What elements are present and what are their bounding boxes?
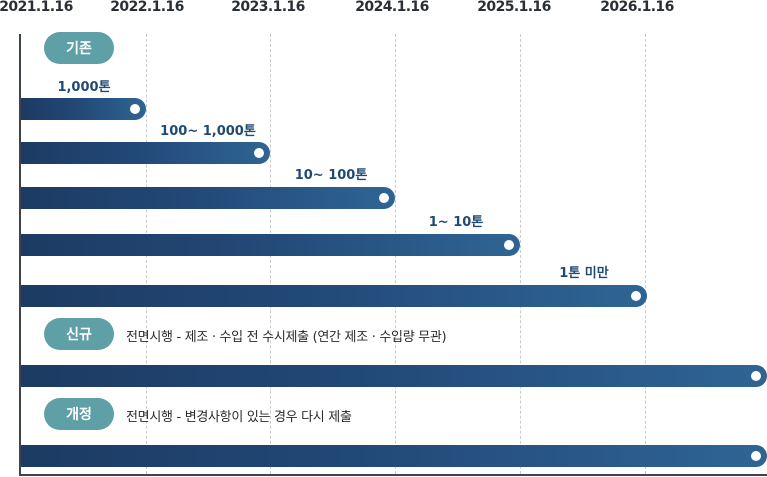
bar-revision <box>21 445 767 467</box>
date-label-2026: 2026.1.16 <box>600 0 674 15</box>
bar-new-rule <box>21 365 767 387</box>
bar-end-dot <box>130 104 140 114</box>
date-label-2022: 2022.1.16 <box>110 0 184 15</box>
bar-1-10t <box>21 234 520 256</box>
bar-label-under-1t: 1톤 미만 <box>559 266 609 281</box>
revision-description: 전면시행 - 변경사항이 있는 경우 다시 제출 <box>126 410 352 425</box>
revision-badge: 개정 <box>44 398 114 430</box>
bar-end-dot <box>254 148 264 158</box>
date-label-2021: 2021.1.16 <box>0 0 73 15</box>
date-label-2024: 2024.1.16 <box>355 0 429 15</box>
bar-label-1-10t: 1~ 10톤 <box>428 215 484 230</box>
bar-label-100-1000t: 100~ 1,000톤 <box>160 124 256 139</box>
bar-end-dot <box>504 240 514 250</box>
bar-end-dot <box>379 193 389 203</box>
new-rule-description: 전면시행 - 제조 · 수입 전 수시제출 (연간 제조 · 수입량 무관) <box>126 330 447 345</box>
bar-100-1000t <box>21 142 270 164</box>
baseline-axis <box>19 474 767 476</box>
bar-under-1t <box>21 285 647 307</box>
bar-label-1000t: 1,000톤 <box>57 80 111 95</box>
vertical-axis <box>19 34 21 476</box>
date-label-2025: 2025.1.16 <box>477 0 551 15</box>
bar-label-10-100t: 10~ 100톤 <box>294 168 368 183</box>
bar-end-dot <box>751 451 761 461</box>
gridline-2025 <box>520 34 521 474</box>
gridline-2026 <box>645 34 646 474</box>
bar-end-dot <box>751 371 761 381</box>
new-badge: 신규 <box>44 318 114 350</box>
date-label-2023: 2023.1.16 <box>231 0 305 15</box>
existing-badge: 기존 <box>44 32 114 64</box>
bar-1000t <box>21 98 146 120</box>
bar-end-dot <box>631 291 641 301</box>
bar-10-100t <box>21 187 395 209</box>
